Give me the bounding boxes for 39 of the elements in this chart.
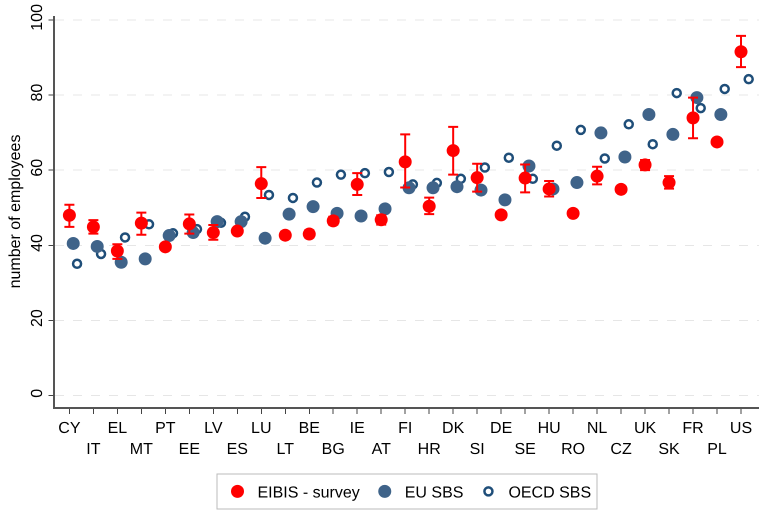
x-tick-label: HU <box>538 420 561 437</box>
y-tick-label: 60 <box>28 158 46 177</box>
y-tick-label: 40 <box>28 234 46 252</box>
x-tick-label: DE <box>490 420 512 437</box>
x-tick-label: UK <box>634 420 656 437</box>
x-tick-label: EE <box>178 440 200 458</box>
x-tick-label: PL <box>707 440 727 458</box>
y-tick-label: 80 <box>28 84 46 102</box>
x-tick-label: SK <box>658 440 680 458</box>
x-tick-label: EL <box>108 420 128 437</box>
y-axis-title: number of employees <box>7 134 24 288</box>
x-tick-label: MT <box>130 440 154 458</box>
x-tick-label: FR <box>682 420 704 437</box>
x-tick-label: SI <box>470 440 485 458</box>
legend-label: EIBIS - survey <box>258 484 360 502</box>
x-tick-label: US <box>730 420 752 437</box>
y-tick-label: 0 <box>28 388 46 398</box>
x-tick-label: LV <box>204 420 223 437</box>
x-tick-label: IE <box>350 420 365 437</box>
x-tick-label: ES <box>226 440 248 458</box>
legend-label: OECD SBS <box>508 484 592 502</box>
x-tick-label: HR <box>418 440 441 458</box>
legend-label: EU SBS <box>404 484 464 502</box>
x-tick-label: NL <box>586 420 608 437</box>
x-tick-label: AT <box>372 440 392 458</box>
x-tick-label: LU <box>251 420 272 437</box>
x-tick-label: LT <box>276 440 294 458</box>
x-tick-label: CZ <box>610 440 632 458</box>
x-tick-label: FI <box>398 420 412 437</box>
y-tick-label: 20 <box>28 309 46 328</box>
x-tick-label: RO <box>561 440 586 458</box>
x-tick-label: CY <box>58 420 81 437</box>
x-tick-label: IT <box>86 440 101 458</box>
x-tick-label: DK <box>442 420 465 437</box>
x-tick-label: BG <box>322 440 345 458</box>
x-tick-label: BE <box>298 420 320 437</box>
x-tick-label: PT <box>155 420 176 437</box>
x-tick-label: SE <box>514 440 536 458</box>
y-tick-label: 100 <box>28 4 46 31</box>
